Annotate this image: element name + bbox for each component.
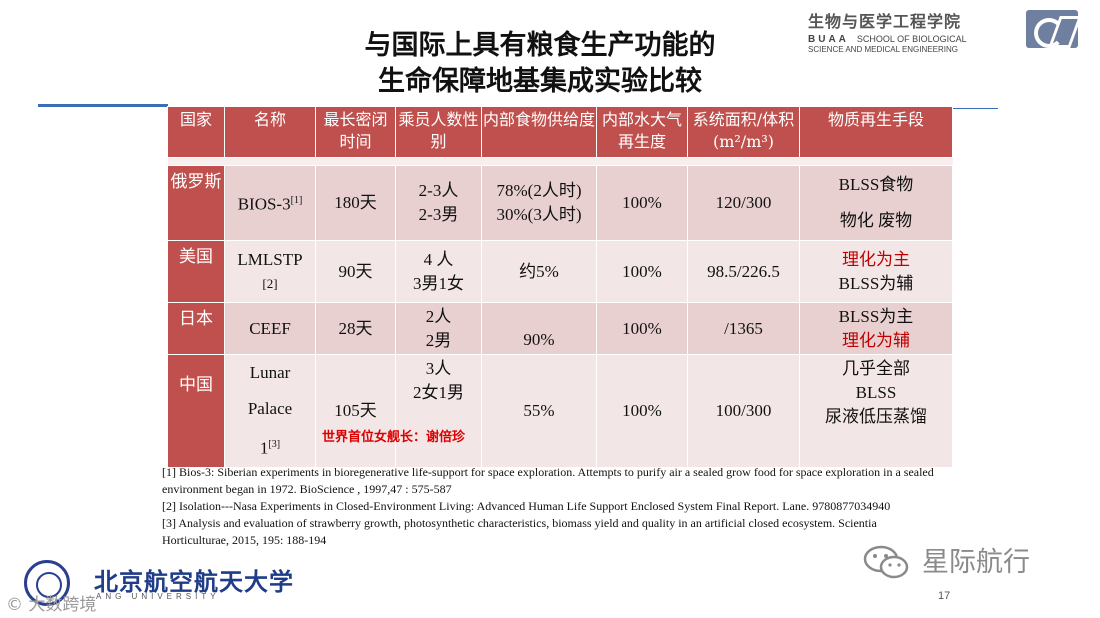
water-cell: 100% [596, 302, 688, 355]
reference-item: [3] Analysis and evaluation of strawberr… [162, 516, 877, 547]
food-cell: 55% [481, 354, 597, 468]
means-cell: BLSS食物 物化 废物 [799, 165, 953, 241]
university-seal-icon [24, 560, 70, 606]
header-area: 系统面积/体积(m²/m³) [687, 106, 800, 158]
food-cell: 90% [481, 302, 597, 355]
table-row: 中国 Lunar Palace 1[3] 105天 3人 2女1男 55% 100% … [167, 354, 953, 468]
header-food: 内部食物供给度 [481, 106, 597, 158]
wechat-icon [863, 545, 909, 579]
means-cell: 理化为主 BLSS为辅 [799, 240, 953, 303]
reference-item: [2] Isolation---Nasa Experiments in Clos… [162, 499, 891, 513]
header-means: 物质再生手段 [799, 106, 953, 158]
country-cell: 美国 [167, 240, 225, 303]
area-cell: 120/300 [687, 165, 800, 241]
header-duration: 最长密闭时间 [315, 106, 396, 158]
area-cell: /1365 [687, 302, 800, 355]
food-cell: 约5% [481, 240, 597, 303]
university-name-en: ANG UNIVERSITY [96, 592, 220, 601]
reference-item: [1] Bios-3: Siberian experiments in bior… [162, 465, 934, 496]
duration-cell: 180天 [315, 165, 396, 241]
school-name-en-2: SCIENCE AND MEDICAL ENGINEERING [808, 45, 958, 54]
university-logo: 北京航空航天大学 ANG UNIVERSITY [20, 558, 340, 608]
references: [1] Bios-3: Siberian experiments in bior… [162, 464, 942, 549]
school-logo-icon [1026, 10, 1078, 48]
table-row: 日本 CEEF 28天 2人 2男 90% 100% /1365 BLSS为主 理化… [167, 302, 953, 355]
school-logo-text: 生物与医学工程学院 BUAA SCHOOL OF BIOLOGICAL SCIEN… [808, 8, 1018, 54]
name-cell: BIOS-3[1] [224, 165, 316, 241]
school-name-en-1: SCHOOL OF BIOLOGICAL [856, 34, 967, 44]
duration-cell: 105天 [315, 354, 396, 468]
area-cell: 100/300 [687, 354, 800, 468]
means-cell: BLSS为主 理化为辅 [799, 302, 953, 355]
country-cell: 中国 [167, 354, 225, 468]
country-cell: 日本 [167, 302, 225, 355]
water-cell: 100% [596, 240, 688, 303]
header-crew: 乘员人数性别 [395, 106, 482, 158]
header-name: 名称 [224, 106, 316, 158]
watermark-right: 星际航行 [922, 547, 1030, 578]
water-cell: 100% [596, 354, 688, 468]
title-line-1: 与国际上具有粮食生产功能的 [364, 30, 716, 61]
crew-cell: 4 人 3男1女 [395, 240, 482, 303]
table-row: 俄罗斯 BIOS-3[1] 180天 2-3人 2-3男 78%(2人时) 30%(… [167, 165, 953, 241]
divider-left [38, 104, 168, 107]
crew-cell: 3人 2女1男 [395, 354, 482, 468]
duration-cell: 28天 [315, 302, 396, 355]
slide-title: 与国际上具有粮食生产功能的 生命保障地基集成实验比较 [250, 28, 830, 100]
area-cell: 98.5/226.5 [687, 240, 800, 303]
ref-marker: [2] [262, 275, 278, 291]
header-country: 国家 [167, 106, 225, 158]
page-number: 17 [938, 590, 951, 602]
table-row: 美国 LMLSTP [2] 90天 4 人 3男1女 约5% 100% 98.5/2… [167, 240, 953, 303]
table-header-row: 国家 名称 最长密闭时间 乘员人数性别 内部食物供给度 内部水大气再生度 系统面… [167, 106, 953, 158]
duration-cell: 90天 [315, 240, 396, 303]
means-cell: 几乎全部 BLSS 尿液低压蒸馏 [799, 354, 953, 468]
name-cell: LMLSTP [2] [224, 240, 316, 303]
watermark-left: © 大数跨境 [6, 595, 97, 615]
name-cell: Lunar Palace 1[3] [224, 354, 316, 468]
water-cell: 100% [596, 165, 688, 241]
university-name-cn: 北京航空航天大学 [94, 567, 294, 596]
crew-cell: 2人 2男 [395, 302, 482, 355]
food-cell: 78%(2人时) 30%(3人时) [481, 165, 597, 241]
buaa-label: BUAA [808, 34, 849, 45]
country-cell: 俄罗斯 [167, 165, 225, 241]
school-name-cn: 生物与医学工程学院 [808, 12, 962, 31]
ref-marker: [1] [290, 195, 303, 207]
divider-right [952, 108, 998, 109]
crew-cell: 2-3人 2-3男 [395, 165, 482, 241]
title-line-2: 生命保障地基集成实验比较 [378, 66, 702, 97]
ref-marker: [3] [268, 439, 281, 450]
comparison-table: 国家 名称 最长密闭时间 乘员人数性别 内部食物供给度 内部水大气再生度 系统面… [167, 106, 953, 468]
header-water: 内部水大气再生度 [596, 106, 688, 158]
name-cell: CEEF [224, 302, 316, 355]
commander-note: 世界首位女舰长：谢倍珍 [322, 430, 466, 445]
